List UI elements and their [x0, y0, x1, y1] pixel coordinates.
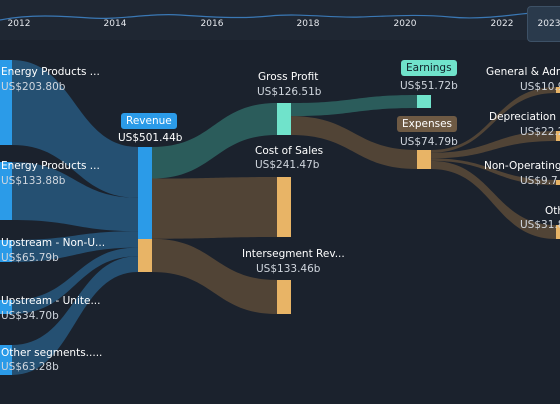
node-value-gen-admin: US$10.9: [520, 81, 560, 93]
node-bar-expenses: [417, 150, 431, 169]
link-revenue-to-intersegment: [152, 238, 277, 314]
node-label-other-segments: Other segments.....: [1, 347, 103, 359]
node-value-other: US$31.8: [520, 219, 560, 231]
link-energy1-to-revenue: [12, 60, 138, 198]
link-revenue-to-gross_profit: [152, 103, 277, 179]
node-value-expenses: US$74.79b: [400, 136, 458, 148]
timeline-selected-year[interactable]: [527, 6, 560, 42]
node-value-other-segments: US$63.28b: [1, 361, 59, 373]
node-bar-revenue: [138, 147, 152, 239]
timeline-sparkline: [0, 11, 560, 21]
node-bar-gross_profit: [277, 103, 291, 135]
node-label-cost-of-sales: Cost of Sales: [255, 145, 324, 157]
link-expenses-to-non_operating: [431, 158, 556, 185]
node-bar-other_seg: [0, 345, 12, 375]
year-label[interactable]: 2016: [200, 19, 224, 29]
link-gross_profit-to-earnings: [291, 95, 417, 117]
node-value-cost-of-sales: US$241.47b: [255, 159, 320, 171]
node-label-gen-admin: General & Admin: [486, 66, 560, 78]
node-value-non-operating: US$9.7: [520, 175, 558, 187]
link-expenses-to-depreciation: [431, 131, 556, 159]
year-label[interactable]: 2023: [537, 19, 560, 29]
node-bar-other: [556, 225, 560, 239]
node-label-energy1: Energy Products ...: [1, 66, 100, 78]
node-label-upstream-non: Upstream - Non-U...: [1, 237, 106, 249]
node-label-earnings: Earnings: [401, 60, 457, 76]
node-label-other: Oth: [545, 205, 560, 217]
node-value-energy1: US$203.80b: [1, 81, 66, 93]
link-energy2-to-revenue: [12, 162, 138, 232]
link-revenue-to-cost_of_sales: [152, 177, 277, 239]
node-bar-upstream_non: [0, 240, 12, 262]
node-label-expenses: Expenses: [397, 116, 458, 132]
node-label-upstream-us: Upstream - Unite...: [1, 295, 101, 307]
link-gross_profit-to-expenses: [291, 116, 417, 169]
node-bar-depreciation: [556, 131, 560, 141]
node-bar-upstream_us: [0, 300, 12, 314]
node-bar-intersegment: [277, 280, 291, 314]
node-value-earnings: US$51.72b: [400, 80, 458, 92]
node-label-intersegment: Intersegment Rev...: [242, 248, 345, 260]
node-value-upstream-non: US$65.79b: [1, 252, 59, 264]
node-label-non-operating: Non-Operating Ex: [484, 160, 560, 172]
node-value-upstream-us: US$34.70b: [1, 310, 59, 322]
node-value-gross-profit: US$126.51b: [257, 86, 322, 98]
node-bar-revenue-intersegment: [138, 239, 152, 272]
node-bar-energy1: [0, 60, 12, 145]
node-value-energy2: US$133.88b: [1, 175, 66, 187]
link-upstream_us-to-revenue: [12, 247, 138, 314]
node-label-gross-profit: Gross Profit: [258, 71, 319, 83]
timeline-bar[interactable]: 2012 2014 2016 2018 2020 2022 2023: [0, 0, 560, 42]
node-bar-energy2: [0, 162, 12, 220]
link-other_seg-to-revenue: [12, 256, 138, 375]
node-label-depreciation: Depreciation & A: [489, 111, 560, 123]
node-bar-non_operating: [556, 180, 560, 185]
year-label[interactable]: 2020: [393, 19, 417, 29]
year-label[interactable]: 2014: [103, 19, 127, 29]
node-value-intersegment: US$133.46b: [256, 263, 321, 275]
link-expenses-to-other: [431, 160, 556, 239]
node-label-revenue: Revenue: [121, 113, 177, 129]
link-upstream_non-to-revenue: [12, 231, 138, 262]
node-bar-gen_admin: [556, 87, 560, 93]
node-value-depreciation: US$22.2: [520, 126, 560, 138]
node-bar-earnings: [417, 95, 431, 108]
year-label[interactable]: 2018: [296, 19, 320, 29]
node-value-revenue: US$501.44b: [118, 132, 183, 144]
node-bar-cost_of_sales: [277, 177, 291, 237]
link-expenses-to-gen_admin: [431, 87, 556, 153]
year-label[interactable]: 2012: [7, 19, 31, 29]
node-label-energy2: Energy Products ...: [1, 160, 100, 172]
year-label[interactable]: 2022: [490, 19, 514, 29]
